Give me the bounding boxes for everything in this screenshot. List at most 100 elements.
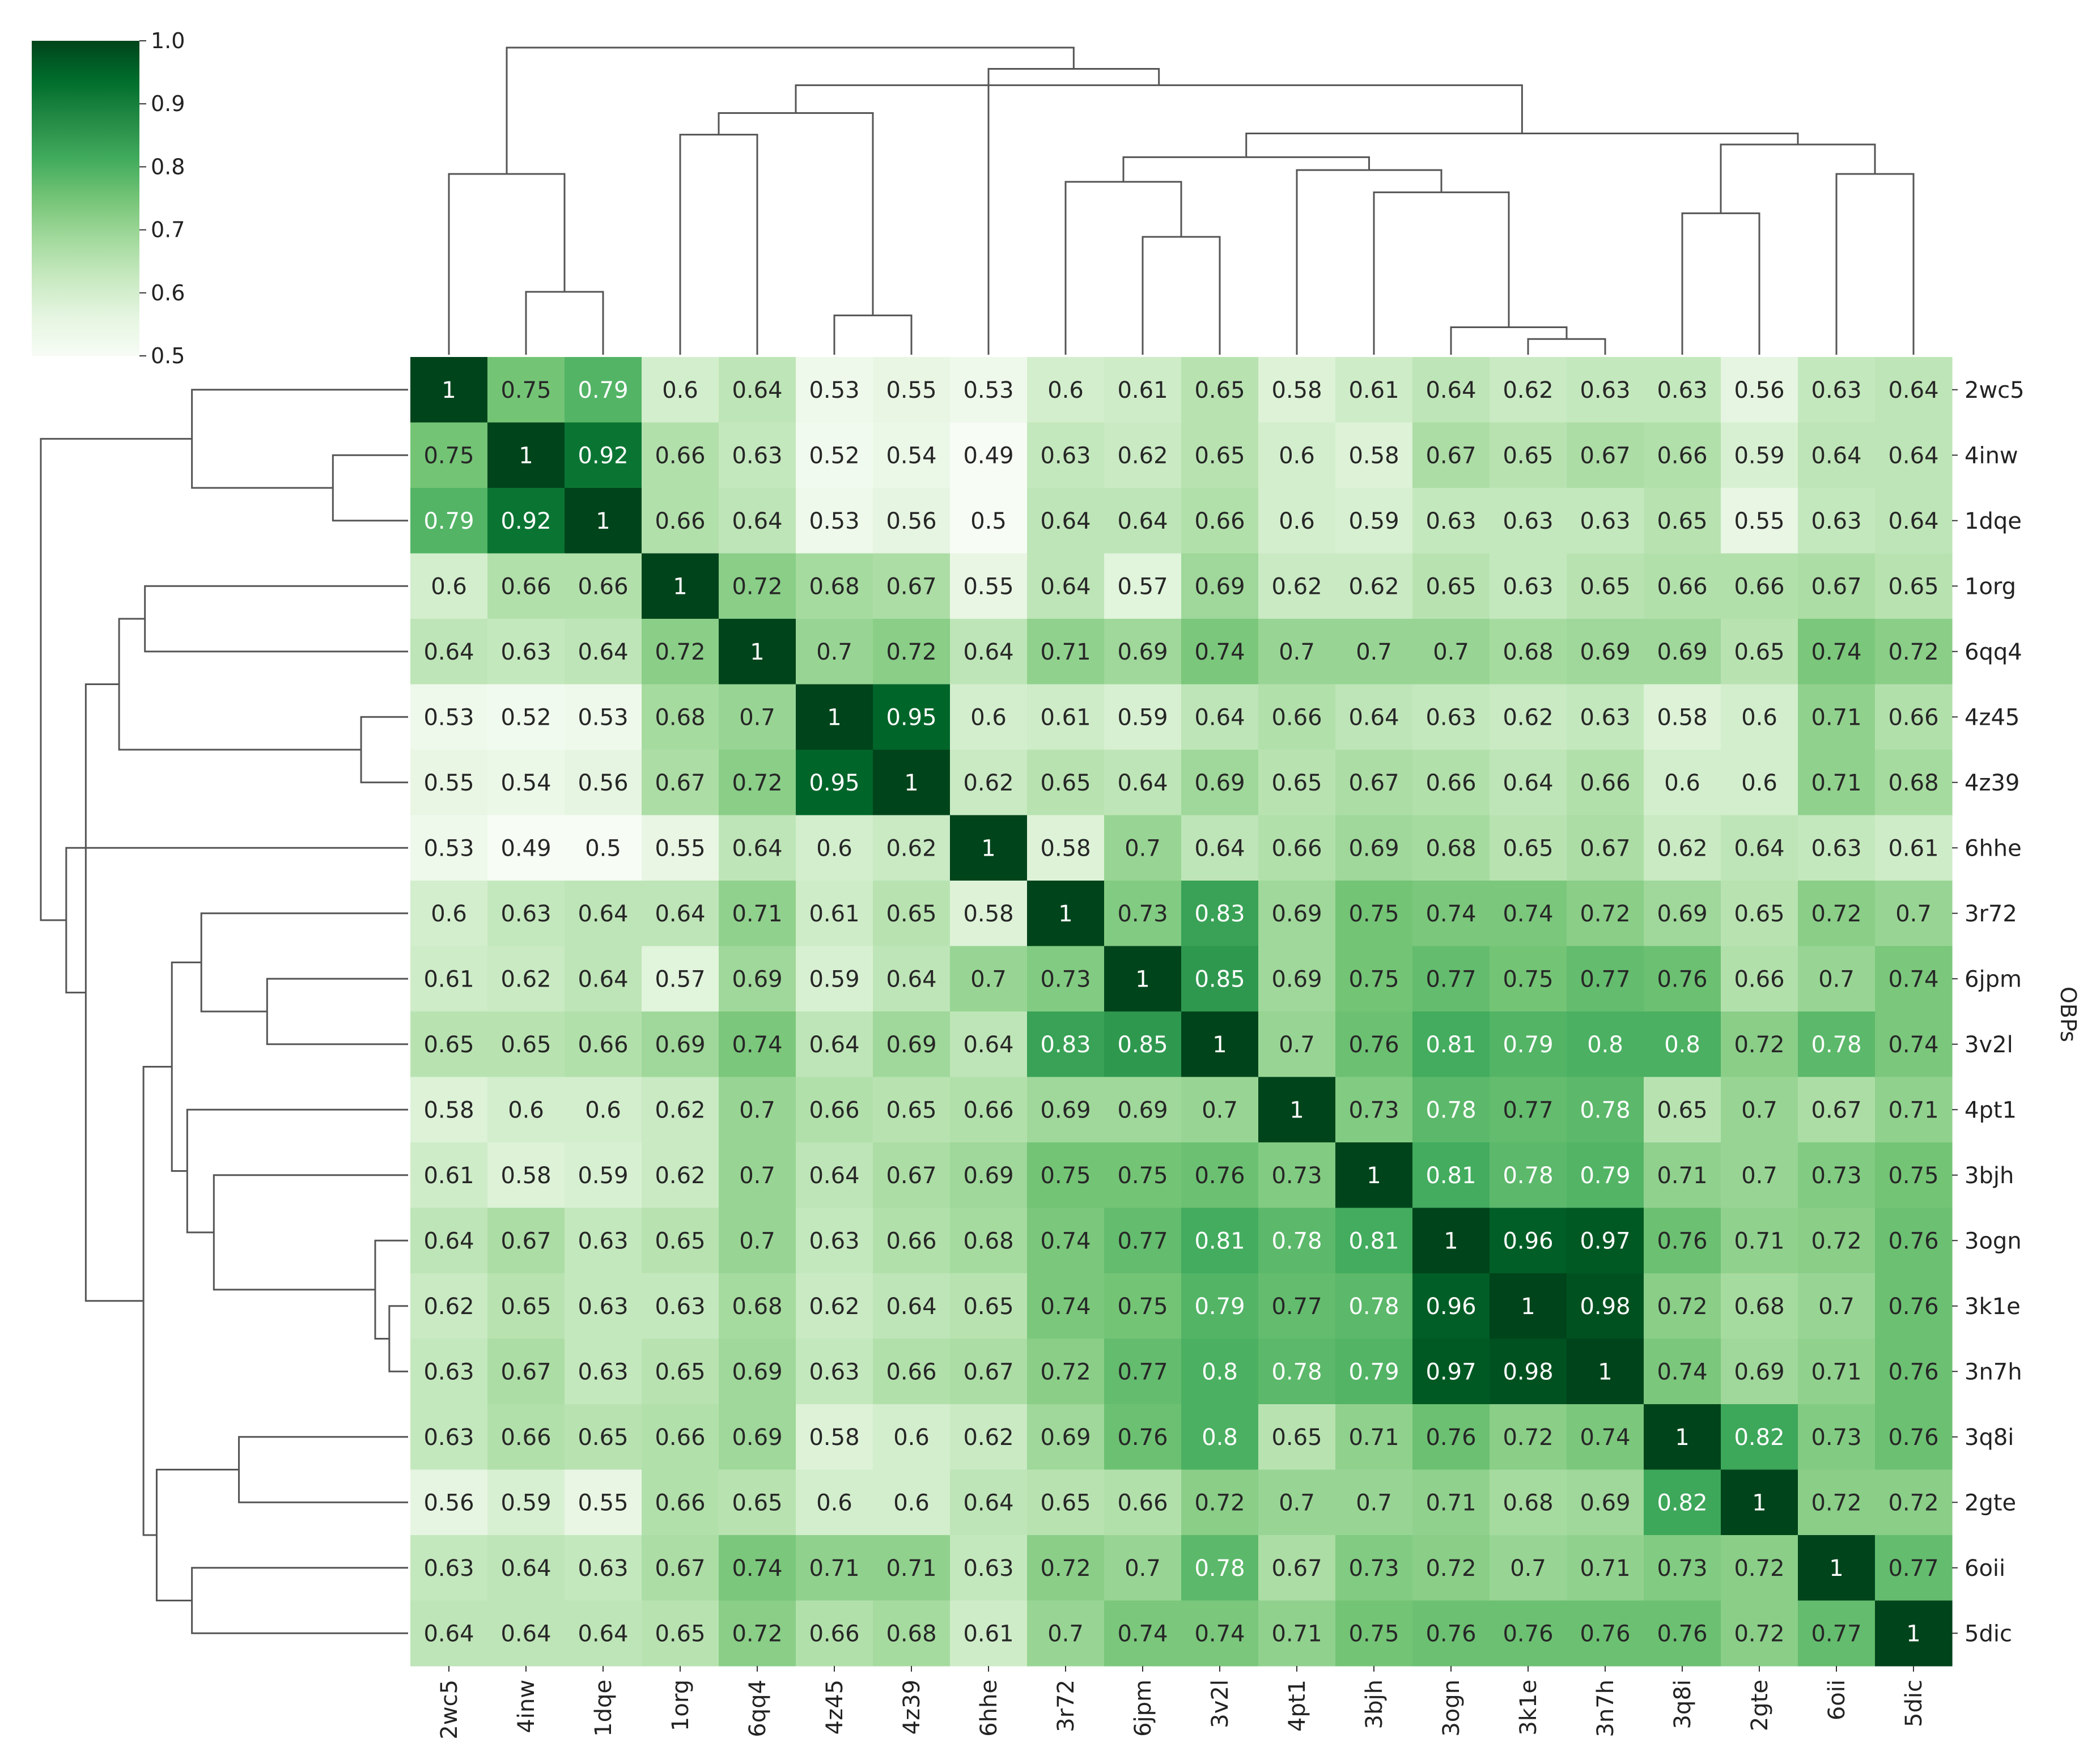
cell-value-label: 0.63: [732, 443, 782, 469]
heatmap-cell: [1335, 881, 1413, 947]
heatmap-cell: [1181, 1535, 1259, 1601]
cell-value-label: 0.6: [662, 377, 698, 403]
heatmap-cell: [796, 553, 873, 619]
cell-value-label: 0.74: [1040, 1228, 1091, 1254]
cell-value-label: 1: [1829, 1555, 1843, 1582]
cell-value-label: 0.65: [1194, 377, 1245, 403]
heatmap-cell: [1027, 422, 1105, 488]
heatmap-cell: [1875, 881, 1953, 947]
heatmap-cell: [642, 357, 719, 423]
heatmap-cell: [1412, 619, 1490, 685]
heatmap-cell: [1181, 946, 1259, 1012]
heatmap-cell: [1644, 1600, 1721, 1667]
cell-value-label: 0.7: [739, 704, 775, 730]
cell-value-label: 0.49: [963, 443, 1013, 469]
cell-value-label: 0.66: [1271, 704, 1322, 730]
heatmap-cell: [1027, 815, 1105, 881]
heatmap-cell: [642, 488, 719, 554]
cell-value-label: 0.62: [1117, 443, 1168, 469]
cell-value-label: 0.58: [809, 1425, 859, 1451]
heatmap-cell: [1412, 1404, 1490, 1470]
heatmap-cell: [1027, 1600, 1105, 1667]
heatmap-cell: [1721, 488, 1798, 554]
heatmap-cell: [1181, 1338, 1259, 1405]
cell-value-label: 0.64: [886, 966, 936, 992]
heatmap-cell: [719, 1142, 796, 1209]
heatmap-cell: [1644, 815, 1721, 881]
cell-value-label: 0.59: [1734, 443, 1784, 469]
heatmap-cell: [950, 684, 1028, 750]
cell-value-label: 0.65: [1271, 1425, 1322, 1451]
heatmap-cell: [642, 1208, 719, 1274]
row-dendrogram: [40, 389, 408, 1634]
cell-value-label: 0.73: [1348, 1555, 1399, 1582]
heatmap-cell: [873, 1600, 951, 1667]
heatmap-cell: [1644, 881, 1721, 947]
heatmap-cell: [565, 553, 642, 619]
cell-value-label: 0.66: [809, 1097, 859, 1123]
cell-value-label: 0.74: [1194, 1621, 1245, 1647]
heatmap-cell: [719, 1011, 796, 1078]
cell-value-label: 0.72: [1888, 1490, 1938, 1516]
y-axis-ticks: 2wc5 4inw 1dqe 1org 6qq4 4z45 4z39 6hhe 3r72 6jpm…: [1952, 377, 2025, 1647]
column-dendrogram-link: [1245, 132, 1799, 158]
cell-value-label: 0.72: [1734, 1032, 1784, 1058]
cell-value-label: 0.8: [1587, 1032, 1623, 1058]
column-dendrogram-link: [506, 46, 1075, 174]
cell-value-label: 0.71: [1580, 1555, 1630, 1582]
cell-value-label: 0.66: [1657, 573, 1707, 600]
heatmap-cell: [1258, 1142, 1336, 1209]
heatmap-cell: [1644, 1077, 1721, 1143]
column-dendrogram: [448, 46, 1915, 355]
heatmap-cell: [1258, 357, 1336, 423]
heatmap-cell: [1721, 1208, 1798, 1274]
cell-value-label: 0.72: [1734, 1621, 1784, 1647]
x-tick-label: 3r72: [1053, 1680, 1079, 1732]
cell-value-label: 0.67: [500, 1359, 551, 1385]
heatmap-cell: [1490, 1273, 1567, 1340]
cell-value-label: 0.79: [1503, 1032, 1553, 1058]
cell-value-label: 0.75: [1348, 966, 1399, 992]
cell-value-label: 0.92: [578, 443, 628, 469]
cell-value-label: 0.75: [1348, 901, 1399, 927]
heatmap-cell: [873, 619, 951, 685]
cell-value-label: 0.72: [1194, 1490, 1245, 1516]
cell-value-label: 0.76: [1888, 1294, 1938, 1320]
cell-value-label: 0.74: [1888, 966, 1938, 992]
cell-value-label: 0.65: [963, 1294, 1013, 1320]
cell-value-label: 0.72: [1580, 901, 1630, 927]
heatmap-cell: [1567, 750, 1644, 816]
cell-value-label: 0.57: [1117, 573, 1168, 600]
heatmap-cell: [1490, 1469, 1567, 1536]
heatmap-cell: [719, 619, 796, 685]
heatmap-cell: [410, 1338, 488, 1405]
cell-value-label: 0.54: [886, 443, 936, 469]
heatmap-cell: [796, 1600, 873, 1667]
cell-value-label: 0.79: [1580, 1163, 1630, 1189]
heatmap-cell: [642, 619, 719, 685]
cell-value-label: 0.74: [732, 1555, 782, 1582]
cell-value-label: 0.66: [1734, 573, 1784, 600]
cell-value-label: 0.76: [1657, 1228, 1707, 1254]
cell-value-label: 0.68: [963, 1228, 1013, 1254]
heatmap-cell: [1567, 1077, 1644, 1143]
cell-value-label: 0.6: [1741, 770, 1777, 796]
cell-value-label: 0.65: [1194, 443, 1245, 469]
heatmap-cell: [1798, 1469, 1876, 1536]
heatmap-cell: [1875, 488, 1953, 554]
cell-value-label: 0.96: [1425, 1294, 1476, 1320]
heatmap-cell: [1644, 553, 1721, 619]
heatmap-cell: [1181, 1142, 1259, 1209]
heatmap-cell: [410, 684, 488, 750]
heatmap-cell: [1258, 1011, 1336, 1078]
cell-value-label: 0.78: [1425, 1097, 1476, 1123]
heatmap-cell: [1490, 422, 1567, 488]
heatmap-cell: [1027, 619, 1105, 685]
heatmap-cell: [487, 1600, 565, 1667]
column-dendrogram-link: [1296, 169, 1442, 355]
heatmap-cell: [1258, 619, 1336, 685]
cell-value-label: 0.6: [1279, 508, 1315, 534]
cell-value-label: 0.66: [500, 573, 551, 600]
cell-value-label: 0.6: [970, 704, 1007, 730]
cell-value-label: 0.64: [1348, 704, 1399, 730]
